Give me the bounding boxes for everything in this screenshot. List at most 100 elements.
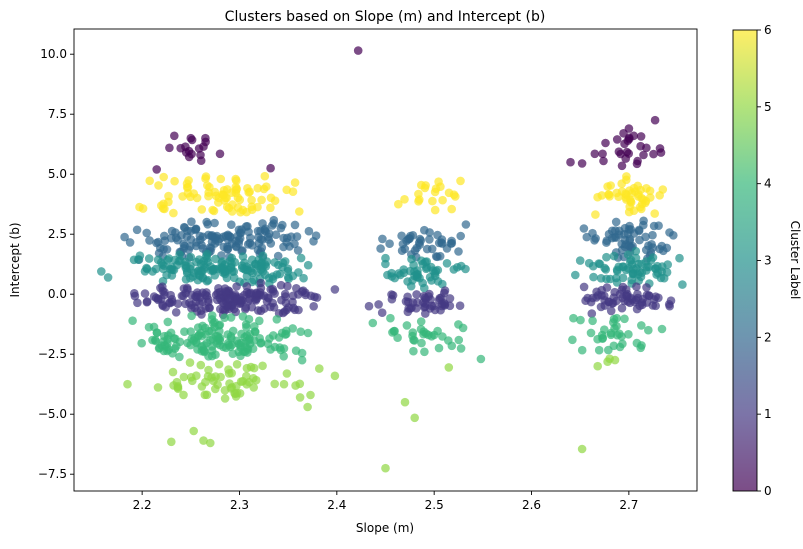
data-point	[191, 292, 200, 302]
data-point	[278, 308, 288, 318]
data-point	[678, 280, 687, 289]
data-point	[593, 291, 603, 300]
data-point	[617, 239, 626, 249]
data-point	[291, 346, 301, 356]
data-point	[193, 345, 202, 354]
data-point	[410, 246, 420, 255]
data-point	[394, 199, 403, 209]
data-point	[222, 301, 231, 311]
data-point	[591, 234, 600, 243]
data-point	[309, 302, 319, 311]
data-point	[383, 270, 392, 280]
data-point	[618, 273, 628, 283]
data-point	[208, 265, 217, 275]
data-point	[170, 255, 179, 265]
data-point	[412, 304, 421, 313]
data-point	[388, 328, 397, 337]
data-point	[177, 291, 187, 301]
data-point	[620, 139, 629, 149]
data-point	[449, 265, 459, 274]
y-tick-label: 5.0	[48, 167, 67, 181]
data-point	[204, 303, 214, 313]
data-point	[634, 226, 644, 236]
data-point	[412, 290, 421, 299]
data-point	[310, 292, 319, 302]
data-point	[377, 308, 387, 318]
data-point	[243, 222, 252, 231]
data-point	[614, 147, 624, 156]
data-point	[232, 388, 242, 398]
data-point	[304, 226, 314, 236]
data-point	[231, 174, 240, 184]
data-point	[236, 377, 246, 387]
data-point	[461, 220, 471, 229]
data-point	[281, 292, 290, 301]
data-point	[159, 244, 168, 254]
data-point	[410, 336, 419, 345]
data-point	[292, 232, 302, 241]
data-point	[173, 299, 183, 309]
data-point	[577, 345, 587, 355]
colorbar-gradient	[733, 30, 757, 491]
data-point	[253, 226, 263, 236]
data-point	[172, 377, 182, 387]
data-point	[612, 188, 621, 198]
data-point	[203, 220, 212, 229]
data-point	[167, 233, 176, 243]
data-point	[256, 265, 266, 275]
data-point	[224, 294, 234, 304]
data-point	[184, 176, 193, 185]
data-point	[253, 183, 263, 193]
data-point	[208, 334, 218, 344]
data-point	[242, 282, 252, 291]
data-point	[201, 133, 210, 143]
x-axis-label: Slope (m)	[356, 521, 414, 535]
data-point	[409, 260, 418, 270]
data-point	[268, 221, 277, 230]
data-point	[604, 190, 613, 199]
y-tick-label: 0.0	[48, 287, 67, 301]
data-point	[402, 321, 412, 330]
data-point	[178, 192, 187, 201]
data-point	[282, 369, 292, 378]
data-point	[330, 285, 340, 294]
data-point	[461, 264, 470, 274]
data-point	[261, 224, 270, 233]
data-point	[182, 183, 192, 192]
data-point	[186, 252, 196, 262]
data-point	[173, 384, 183, 394]
data-point	[180, 327, 189, 337]
data-point	[442, 259, 452, 268]
data-point	[586, 328, 596, 338]
data-point	[445, 294, 455, 303]
data-point	[297, 355, 307, 365]
data-point	[290, 178, 300, 187]
data-point	[303, 260, 313, 270]
data-point	[247, 195, 256, 205]
data-point	[270, 379, 280, 389]
data-point	[623, 229, 633, 238]
data-point	[378, 234, 387, 244]
data-point	[438, 195, 447, 205]
data-point	[675, 253, 684, 263]
colorbar-tick-label: 1	[764, 407, 772, 421]
data-point	[315, 364, 324, 373]
data-point	[410, 413, 420, 423]
data-point	[247, 241, 257, 250]
data-point	[182, 232, 192, 241]
data-point	[662, 268, 672, 277]
data-point	[637, 193, 646, 203]
data-point	[132, 225, 142, 235]
data-point	[210, 218, 219, 228]
data-point	[238, 205, 248, 215]
data-point	[128, 316, 137, 326]
plot-frame	[73, 28, 698, 492]
data-point	[196, 259, 206, 269]
data-point	[579, 282, 589, 292]
y-axis-label: Intercept (b)	[8, 223, 22, 298]
data-point	[386, 313, 395, 323]
data-point	[620, 314, 629, 324]
data-point	[456, 231, 466, 241]
data-point	[602, 252, 611, 262]
data-point	[428, 196, 437, 206]
